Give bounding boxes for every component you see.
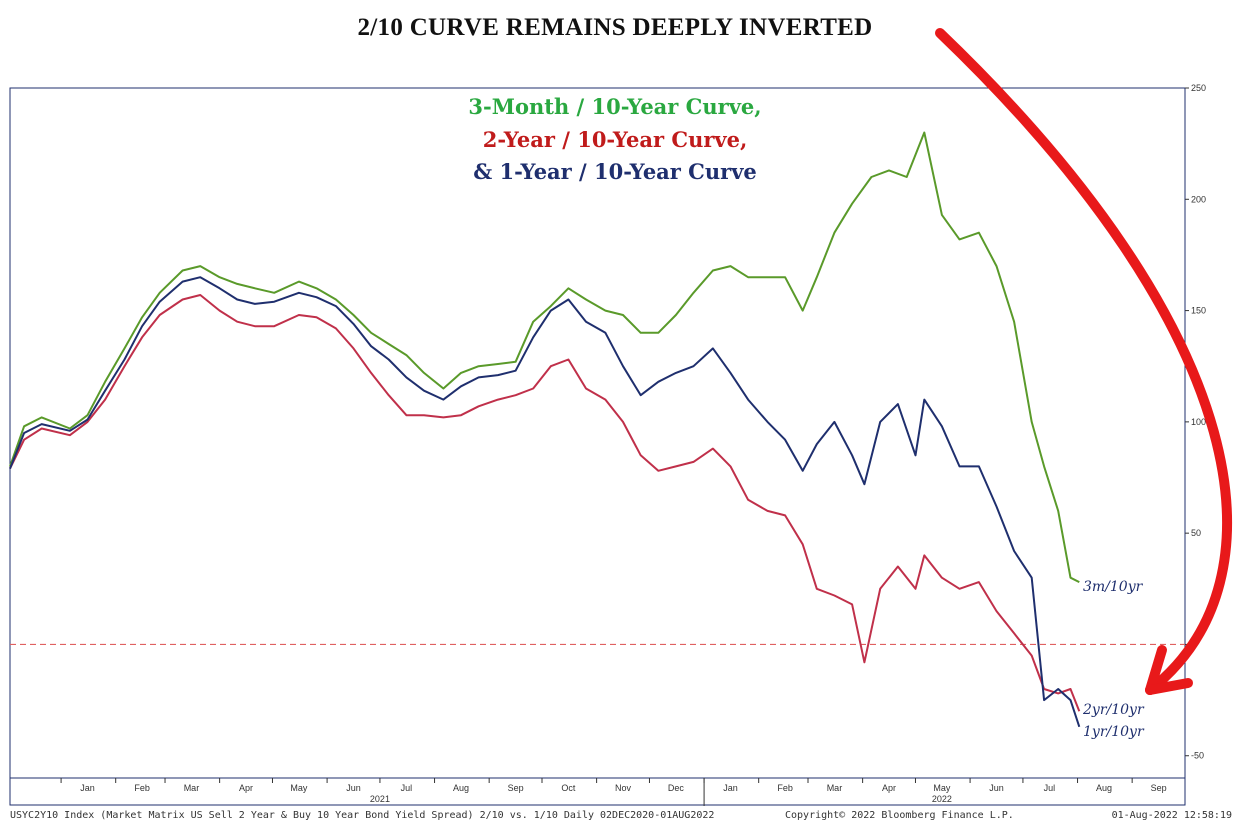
series-label-3m: 3m/10yr — [1083, 579, 1144, 595]
x-tick-label: Aug — [1096, 783, 1112, 793]
x-tick-label: Aug — [453, 783, 469, 793]
footer-timestamp: 01-Aug-2022 12:58:19 — [1112, 810, 1232, 821]
chart-headline: 2/10 CURVE REMAINS DEEPLY INVERTED — [357, 14, 873, 41]
footer-source: USYC2Y10 Index (Market Matrix US Sell 2 … — [10, 810, 714, 821]
title-line-1y: & 1-Year / 10-Year Curve — [473, 159, 757, 184]
x-tick-label: Feb — [134, 783, 150, 793]
x-tick-label: Mar — [827, 783, 843, 793]
x-tick-label: Dec — [668, 783, 685, 793]
arrow-shaft — [935, 28, 1232, 695]
chart-title: 3-Month / 10-Year Curve, 2-Year / 10-Yea… — [468, 94, 761, 184]
x-tick-label: Jun — [989, 783, 1004, 793]
arrow-head-upper — [1145, 645, 1167, 695]
x-tick-label: Sep — [508, 783, 524, 793]
x-tick-label: Jul — [1044, 783, 1056, 793]
footer: USYC2Y10 Index (Market Matrix US Sell 2 … — [10, 810, 1232, 821]
series-line-3m-10yr — [9, 131, 1080, 583]
plot-frame — [9, 87, 1186, 806]
x-tick-label: Oct — [561, 783, 576, 793]
x-tick-label: Jan — [80, 783, 95, 793]
x-tick-label: May — [290, 783, 308, 793]
footer-copyright: Copyright© 2022 Bloomberg Finance L.P. — [785, 810, 1014, 821]
x-tick-label: Mar — [184, 783, 200, 793]
y-tick-label: 150 — [1191, 306, 1206, 316]
x-tick-label: May — [933, 783, 951, 793]
y-tick-label: 100 — [1191, 417, 1206, 427]
arrow-head-lower — [1145, 678, 1193, 695]
title-line-3m: 3-Month / 10-Year Curve, — [468, 94, 761, 119]
y-tick-label: 200 — [1191, 194, 1206, 204]
y-tick-label: 50 — [1191, 528, 1201, 538]
series-layer — [9, 131, 1081, 728]
x-tick-label: Jun — [346, 783, 361, 793]
year-label: 2022 — [932, 794, 952, 804]
callout-arrow — [935, 28, 1232, 695]
x-tick-label: Nov — [615, 783, 632, 793]
series-label-2y: 2yr/10yr — [1082, 702, 1145, 718]
plot-border — [9, 87, 1186, 806]
series-label-1y: 1yr/10yr — [1083, 724, 1145, 740]
x-tick-label: Apr — [882, 783, 896, 793]
y-tick-label: -50 — [1191, 751, 1204, 761]
x-tick-label: Apr — [239, 783, 253, 793]
x-tick-label: Feb — [777, 783, 793, 793]
series-labels: 3m/10yr 2yr/10yr 1yr/10yr — [1082, 579, 1145, 740]
series-line-1yr-10yr — [9, 276, 1081, 728]
series-line-2yr-10yr — [9, 294, 1081, 712]
x-tick-label: Sep — [1151, 783, 1167, 793]
title-line-2y: 2-Year / 10-Year Curve, — [483, 127, 748, 152]
y-tick-label: 250 — [1191, 83, 1206, 93]
x-tick-label: Jul — [401, 783, 413, 793]
x-tick-label: Jan — [723, 783, 738, 793]
year-label: 2021 — [370, 794, 390, 804]
